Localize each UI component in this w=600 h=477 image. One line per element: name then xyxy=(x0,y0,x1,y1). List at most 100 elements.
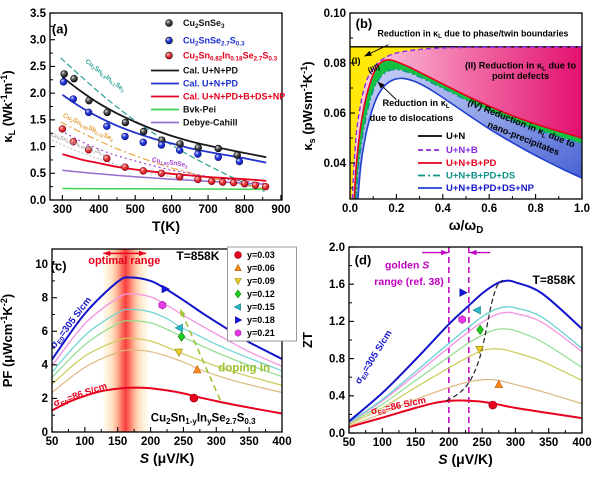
y-tick-label: 6 xyxy=(42,326,48,338)
data-point xyxy=(234,289,242,299)
y-axis-title: κL (Wk-1m-1) xyxy=(0,70,17,142)
series-ref-sb-doped xyxy=(60,121,265,190)
y-tick-label: 3.0 xyxy=(30,35,46,47)
x-tick-label: 0.8 xyxy=(528,203,545,215)
data-point xyxy=(214,144,222,153)
arrowhead xyxy=(441,249,449,256)
x-tick-label: 400 xyxy=(572,437,591,449)
annotation: Reduction in κL due to phase/twin bounda… xyxy=(377,28,568,40)
x-tick-label: 0.6 xyxy=(481,203,497,215)
annotation: (d) xyxy=(355,253,372,268)
legend: y=0.03 y=0.06 y=0.09 y=0.12 y=0.15 y=0.18 y=0.… xyxy=(227,246,297,342)
series-pf-y006 xyxy=(52,349,282,394)
legend-label: y=0.12 xyxy=(247,289,275,299)
data-point xyxy=(60,70,68,78)
legend-label: U+N+B+PD xyxy=(446,158,497,169)
data-point xyxy=(251,181,260,190)
legend-label: Cal. U+N+PD+B+DS+NP xyxy=(183,92,285,102)
data-point xyxy=(84,146,93,154)
x-tick-label: 350 xyxy=(240,436,259,448)
plot-background xyxy=(50,13,282,200)
annotation: doping In xyxy=(218,363,270,375)
data-point xyxy=(459,288,468,297)
y-tick-label: 2.0 xyxy=(30,88,46,100)
arrowhead xyxy=(364,50,372,57)
optimal-range-band xyxy=(103,249,148,432)
legend: U+N U+N+B U+N+B+PD U+N+B+PD+DSU+N+B+PD+DS+N… xyxy=(418,131,535,194)
data-point xyxy=(189,393,199,403)
x-tick-label: 900 xyxy=(271,204,290,216)
y-tick-label: 1.5 xyxy=(30,115,47,127)
annotation: Reduction in κL xyxy=(383,98,450,110)
x-tick-label: 400 xyxy=(89,204,108,216)
data-point xyxy=(214,153,222,161)
data-point xyxy=(218,178,227,186)
panel-b-chart: (b) Reduction in κL due to phase/twin bou… xyxy=(300,8,590,236)
data-point xyxy=(157,141,166,149)
data-point xyxy=(476,324,484,335)
legend-label: U+N+B+PD+DS xyxy=(446,171,515,182)
data-point xyxy=(174,348,184,357)
x-tick-label: 250 xyxy=(174,436,193,448)
data-point xyxy=(103,108,111,117)
data-point xyxy=(194,175,202,184)
series-u-n-b-pd-ds xyxy=(355,68,582,199)
series-bvk-pei xyxy=(62,187,267,191)
y-tick-label: 1.6 xyxy=(329,279,345,291)
axes: 300 400 500 600 700 800 900 0.0 0.5 1.0 1.5 2.0 2.5 3… xyxy=(0,8,291,234)
annotation: optimal range xyxy=(88,255,160,267)
series-zt-y015 xyxy=(349,306,582,423)
y-tick-label: 0.4 xyxy=(329,391,346,403)
x-tick-label: 50 xyxy=(46,436,59,448)
data-point xyxy=(234,278,242,286)
annotation: Cu2Sn0.9In0.1Se3 xyxy=(83,58,126,94)
annotation: range (ref. 38) xyxy=(374,276,443,288)
panel-a-chart: (a)Cu2Sn0.9In0.1Se3Cu2Sn0.90Sb0.10Se3Cu2… xyxy=(0,8,291,234)
arrowhead xyxy=(138,250,146,257)
legend-label: y=0.09 xyxy=(247,276,275,286)
legend-label: Debye-Cahill xyxy=(183,118,238,128)
data-point xyxy=(158,300,167,310)
y-tick-label: 4 xyxy=(42,360,49,372)
x-tick-label: 150 xyxy=(108,436,127,448)
annotation: Cu2Sn0.95In0.05Se2.7S0.3 xyxy=(50,132,106,157)
axes: 50 100 150 200 250 300 350 400 0.0 0.4 0.8 1.2 1.6 2.… xyxy=(300,242,592,467)
x-axis-title: T(K) xyxy=(152,218,180,234)
legend: Cu2SnSe3 Cu2SnSe2.7S0.3 Cu2Sn0.82In0.18Se2… xyxy=(151,18,285,128)
data-point xyxy=(194,150,202,158)
annotation-arrow xyxy=(179,308,221,401)
data-point xyxy=(229,178,238,187)
annotation: (c) xyxy=(51,258,67,273)
data-point xyxy=(208,177,216,186)
y-axis-title: ZT xyxy=(300,332,315,348)
data-point xyxy=(69,95,78,103)
legend-label: y=0.15 xyxy=(247,302,275,312)
data-point xyxy=(175,173,184,181)
annotation: (b) xyxy=(356,16,373,31)
x-tick-label: 100 xyxy=(75,436,94,448)
series-zt-y021 xyxy=(349,311,582,424)
y-tick-label: 3.5 xyxy=(30,8,47,20)
x-axis-title: ω/ωD xyxy=(449,217,484,236)
plot-border xyxy=(348,246,583,434)
annotation: T=858K xyxy=(176,249,219,263)
data-point xyxy=(174,323,183,333)
legend-label: U+N+B xyxy=(446,145,478,156)
series-zt-y012 xyxy=(349,328,582,425)
arrowhead xyxy=(103,250,111,257)
annotation: due to dislocations xyxy=(370,113,454,123)
series-pf-y012 xyxy=(52,320,282,378)
data-point xyxy=(69,138,78,146)
plot-border xyxy=(349,12,583,200)
annotation: Cu1.85SnSe3 xyxy=(151,157,188,170)
x-tick-label: 150 xyxy=(406,437,425,449)
data-point xyxy=(458,315,466,324)
data-point xyxy=(103,154,111,163)
y-tick-label: 1.2 xyxy=(329,316,345,328)
data-point xyxy=(233,151,241,159)
data-point xyxy=(139,138,147,146)
legend-label: Cu2SnSe3 xyxy=(183,18,225,30)
data-point xyxy=(58,125,67,133)
data-point xyxy=(235,316,243,324)
